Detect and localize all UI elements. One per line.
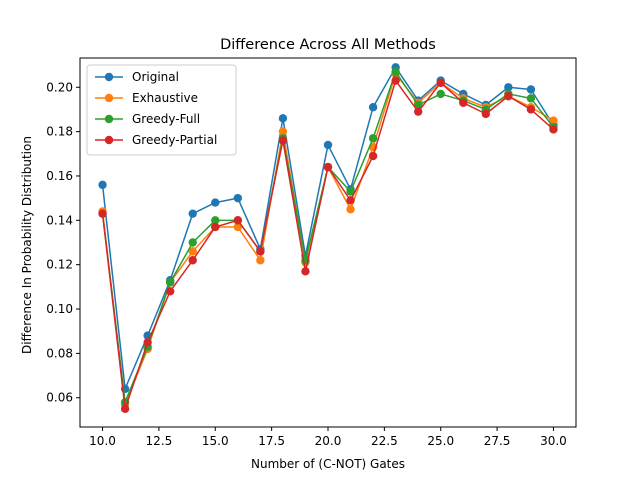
- x-tick-label: 15.0: [202, 434, 229, 448]
- data-point-greedy-partial: [188, 256, 197, 265]
- data-point-greedy-full: [188, 238, 197, 247]
- data-point-exhaustive: [256, 256, 265, 265]
- data-point-greedy-partial: [233, 216, 243, 225]
- legend-box: [86, 64, 237, 156]
- data-point-original: [188, 209, 197, 218]
- data-point-greedy-partial: [368, 151, 378, 161]
- data-point-original: [233, 193, 243, 203]
- data-point-greedy-partial: [120, 404, 130, 414]
- x-tick-label: 22.5: [371, 434, 398, 448]
- legend-swatch-marker: [104, 135, 114, 145]
- data-point-greedy-partial: [504, 91, 513, 101]
- data-point-greedy-full: [436, 89, 445, 99]
- data-point-greedy-full: [165, 278, 175, 287]
- data-point-greedy-partial: [211, 222, 220, 232]
- y-tick-label: 0.08: [46, 346, 73, 360]
- legend-item-greedy-partial: Greedy-Partial: [95, 133, 217, 147]
- legend-swatch-marker: [104, 72, 114, 82]
- data-point-original: [504, 83, 513, 92]
- legend-item-exhaustive: Exhaustive: [95, 91, 198, 105]
- data-point-greedy-full: [526, 94, 536, 103]
- data-point-greedy-full: [211, 216, 220, 225]
- data-point-greedy-full: [391, 67, 400, 76]
- data-point-exhaustive: [346, 205, 355, 214]
- x-tick-label: 30.0: [540, 434, 567, 448]
- y-tick-label: 0.20: [46, 80, 73, 94]
- x-axis: 10.0 12.5 15.0 17.5 20.0 22.5 25.0 27.5 30.0: [89, 427, 567, 448]
- legend-swatch-marker: [104, 114, 114, 124]
- data-point-greedy-partial: [256, 247, 265, 256]
- data-point-greedy-partial: [301, 267, 310, 276]
- data-point-original: [526, 85, 536, 94]
- y-tick-label: 0.16: [46, 169, 73, 183]
- data-point-exhaustive: [549, 116, 558, 125]
- chart-title: Difference Across All Methods: [220, 37, 436, 53]
- data-point-original: [211, 198, 220, 207]
- y-tick-label: 0.14: [46, 213, 73, 227]
- data-point-greedy-partial: [526, 105, 536, 114]
- data-point-exhaustive: [188, 247, 197, 256]
- data-point-greedy-partial: [549, 125, 558, 134]
- y-axis: 0.06 0.08 0.10 0.12 0.14 0.16 0.18 0.20: [46, 80, 80, 405]
- legend-label: Greedy-Full: [132, 112, 200, 126]
- data-point-greedy-full: [346, 187, 355, 196]
- y-tick-label: 0.10: [46, 302, 73, 316]
- legend-item-original: Original: [95, 70, 179, 84]
- data-point-greedy-partial: [278, 136, 288, 145]
- data-point-greedy-partial: [143, 338, 152, 347]
- data-point-exhaustive: [233, 222, 243, 232]
- x-tick-label: 10.0: [89, 434, 116, 448]
- data-point-greedy-partial: [459, 98, 468, 107]
- y-axis-label: Difference In Probability Distribution: [20, 136, 34, 354]
- data-point-greedy-partial: [165, 287, 175, 296]
- data-point-original: [323, 140, 333, 150]
- plot-area: [98, 63, 558, 414]
- data-point-greedy-partial: [323, 162, 333, 172]
- x-tick-label: 17.5: [258, 434, 285, 448]
- x-axis-label: Number of (C-NOT) Gates: [251, 457, 405, 471]
- y-tick-label: 0.18: [46, 125, 73, 139]
- data-point-greedy-partial: [436, 78, 445, 88]
- legend-swatch-marker: [104, 93, 114, 103]
- y-tick-label: 0.12: [46, 258, 73, 272]
- data-point-greedy-full: [413, 100, 423, 110]
- data-point-original: [278, 114, 288, 123]
- data-point-greedy-partial: [346, 196, 355, 205]
- legend-label: Greedy-Partial: [132, 133, 217, 147]
- data-point-original: [368, 103, 378, 112]
- x-tick-label: 12.5: [146, 434, 173, 448]
- legend-item-greedy-full: Greedy-Full: [95, 112, 200, 126]
- data-point-greedy-full: [368, 134, 378, 143]
- data-point-original: [98, 180, 107, 190]
- x-tick-label: 25.0: [427, 434, 454, 448]
- data-point-greedy-partial: [413, 107, 423, 116]
- y-tick-label: 0.06: [46, 391, 73, 405]
- data-point-greedy-partial: [98, 209, 107, 218]
- x-tick-label: 27.5: [484, 434, 511, 448]
- data-point-greedy-partial: [481, 109, 491, 119]
- x-tick-label: 20.0: [315, 434, 342, 448]
- legend-label: Original: [132, 70, 179, 84]
- legend-label: Exhaustive: [132, 91, 198, 105]
- data-point-exhaustive: [278, 127, 288, 136]
- legend: Original Exhaustive Greedy-Full Greedy-Part…: [86, 64, 237, 156]
- data-point-greedy-partial: [391, 76, 400, 85]
- series-greedy-partial: [98, 76, 558, 414]
